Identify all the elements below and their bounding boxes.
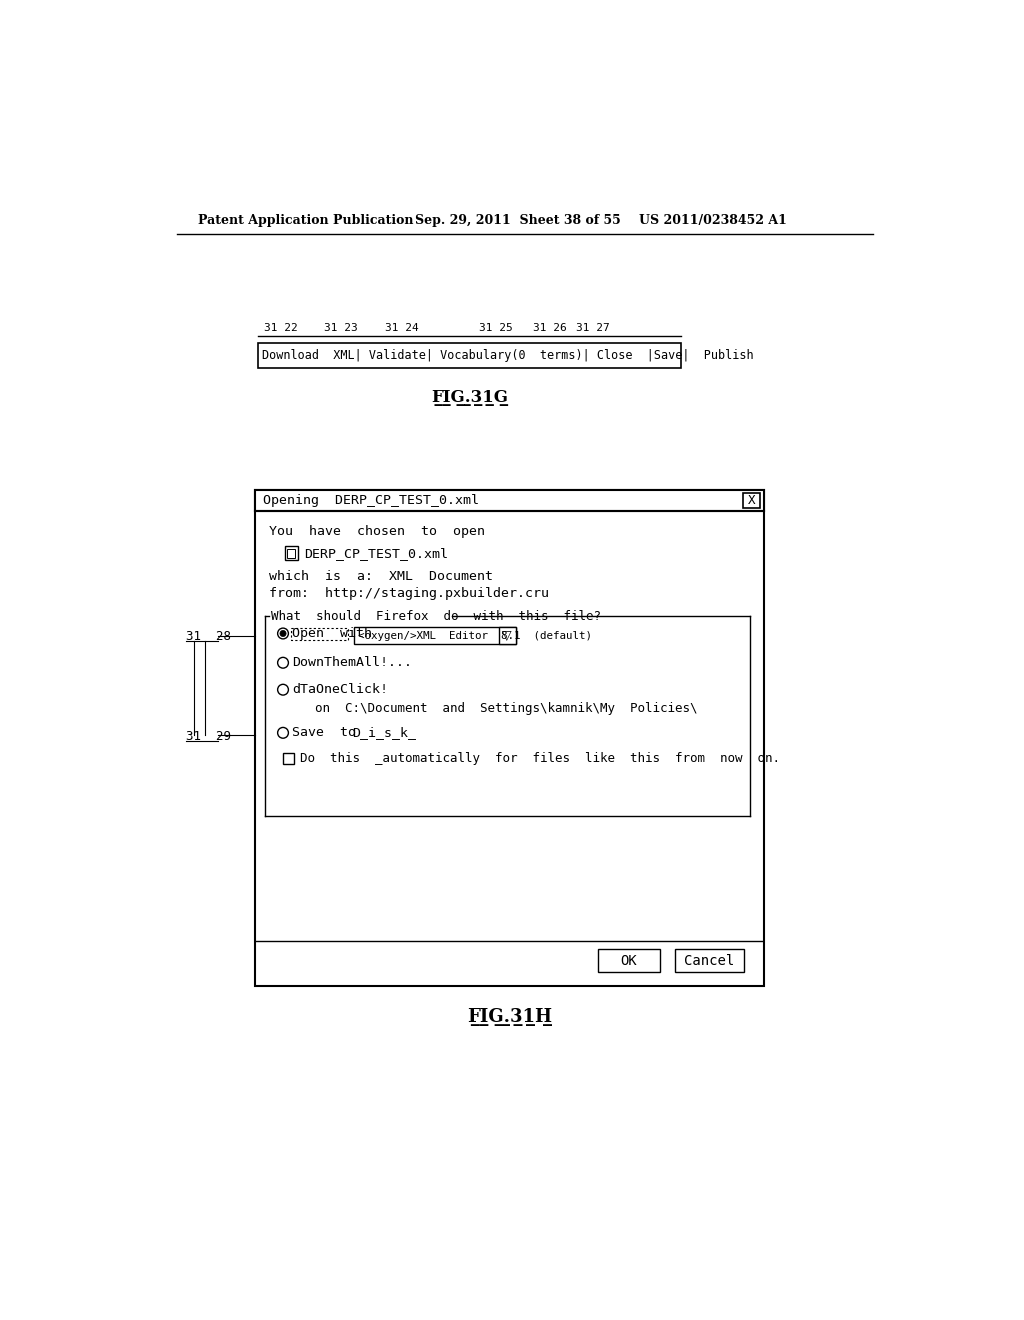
Text: X: X <box>748 494 755 507</box>
Bar <box>255 490 764 511</box>
Text: Save  to: Save to <box>292 726 373 739</box>
Text: 31 22: 31 22 <box>264 323 298 333</box>
Text: You  have  chosen  to  open: You have chosen to open <box>269 525 485 539</box>
Text: F̲I̲G̲.̲3̲1̲H̲: F̲I̲G̲.̲3̲1̲H̲ <box>467 1007 552 1026</box>
Bar <box>255 490 764 986</box>
Text: DERP_CP_TEST_0.xml: DERP_CP_TEST_0.xml <box>304 546 449 560</box>
Text: <oxygen/>XML  Editor  8.1  (default): <oxygen/>XML Editor 8.1 (default) <box>357 631 592 640</box>
Circle shape <box>280 631 286 636</box>
Text: D̲i̲s̲k̲: D̲i̲s̲k̲ <box>352 726 417 739</box>
Circle shape <box>278 684 289 696</box>
Text: Open  with: Open with <box>292 627 373 640</box>
Text: Patent Application Publication: Patent Application Publication <box>199 214 414 227</box>
Text: which  is  a:  XML  Document: which is a: XML Document <box>269 570 494 582</box>
Text: from:  http://staging.pxbuilder.cru: from: http://staging.pxbuilder.cru <box>269 586 549 599</box>
Text: F̲I̲G̲.̲3̲1̲G̲: F̲I̲G̲.̲3̲1̲G̲ <box>431 389 508 407</box>
Bar <box>499 627 515 644</box>
Text: on  C:\Document  and  Settings\kamnik\My  Policies\: on C:\Document and Settings\kamnik\My Po… <box>315 702 698 714</box>
Text: US 2011/0238452 A1: US 2011/0238452 A1 <box>639 214 786 227</box>
Circle shape <box>278 727 289 738</box>
Text: 31 23: 31 23 <box>324 323 357 333</box>
Text: Do  this  ̲automatically  for  files  like  this  from  now  on.: Do this ̲automatically for files like th… <box>300 751 780 764</box>
Text: Opening  DERP_CP_TEST_0.xml: Opening DERP_CP_TEST_0.xml <box>263 494 479 507</box>
Text: 31 24: 31 24 <box>385 323 419 333</box>
Bar <box>742 492 760 508</box>
Text: OK: OK <box>621 954 637 968</box>
Bar <box>598 949 659 973</box>
Bar <box>283 752 294 763</box>
Text: Download  XML| Validate| Vocabulary(0  terms)| Close  |Save|  Publish: Download XML| Validate| Vocabulary(0 ter… <box>262 348 754 362</box>
Text: 31  28: 31 28 <box>186 631 231 643</box>
Text: 31 25: 31 25 <box>479 323 513 333</box>
Text: What  should  Firefox  do  with  this  file?: What should Firefox do with this file? <box>271 610 601 623</box>
Text: ▽: ▽ <box>503 630 512 643</box>
Bar <box>285 546 298 560</box>
Text: DownThemAll!...: DownThemAll!... <box>292 656 413 669</box>
Bar <box>291 628 348 640</box>
Text: dTaOneClick!: dTaOneClick! <box>292 684 388 696</box>
Circle shape <box>278 657 289 668</box>
Text: 31 27: 31 27 <box>575 323 609 333</box>
Text: 31  29: 31 29 <box>186 730 231 743</box>
Text: Sep. 29, 2011  Sheet 38 of 55: Sep. 29, 2011 Sheet 38 of 55 <box>416 214 622 227</box>
Bar <box>675 949 744 973</box>
Bar <box>258 343 681 368</box>
Bar <box>287 549 295 558</box>
Text: 31 26: 31 26 <box>534 323 567 333</box>
Circle shape <box>278 628 289 639</box>
Bar <box>354 627 515 644</box>
Text: Cancel: Cancel <box>684 954 735 968</box>
